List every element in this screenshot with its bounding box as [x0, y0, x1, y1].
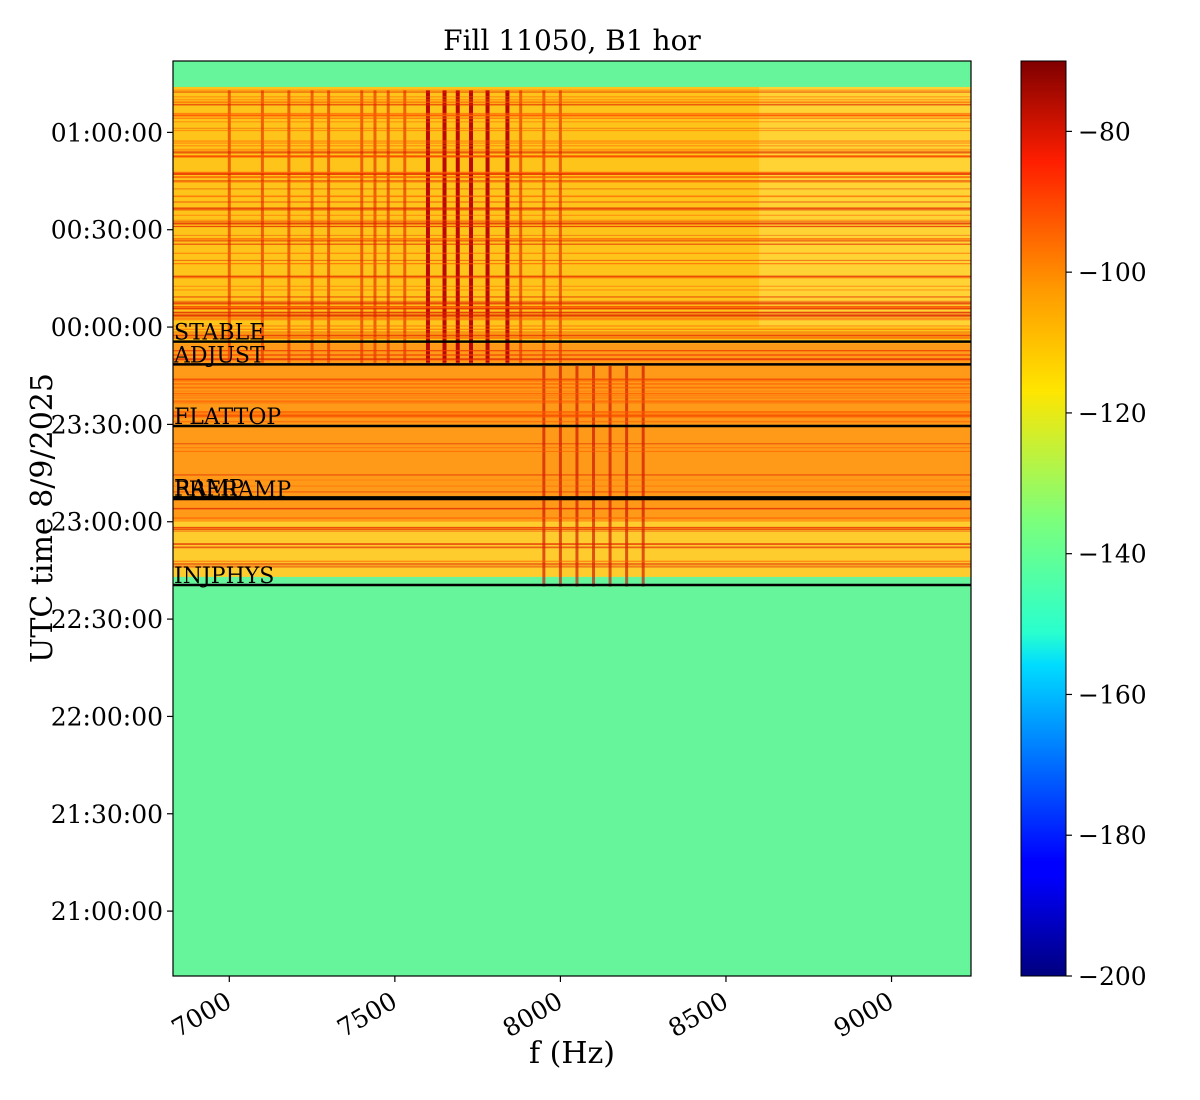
- colorbar-tick-label: −100: [1078, 258, 1147, 287]
- beam-mode-label: ADJUST: [173, 343, 265, 368]
- y-tick-label: 00:00:00: [51, 313, 163, 342]
- beam-mode-label: INJPHYS: [174, 564, 274, 589]
- band-flattop-ramp: [173, 343, 971, 522]
- beam-mode-label: FLATTOP: [174, 405, 281, 430]
- y-tick-label: 01:00:00: [51, 118, 163, 147]
- x-tick-label: 9000: [829, 986, 899, 1043]
- colorbar-tick-label: −180: [1078, 821, 1147, 850]
- y-tick-label: 00:30:00: [51, 216, 163, 245]
- x-tick-label: 7500: [332, 986, 402, 1043]
- time-bands: [173, 61, 971, 976]
- colorbar-axis: −80 −100 −120 −140 −160 −180 −200: [1066, 117, 1147, 991]
- beam-mode-label: STABLE: [174, 321, 265, 346]
- horizontal-streaks: [173, 89, 971, 568]
- chart-title: Fill 11050, B1 hor: [443, 24, 701, 57]
- y-tick-label: 22:30:00: [51, 605, 163, 634]
- colorbar-tick-label: −160: [1078, 680, 1147, 709]
- y-axis-label: UTC time 8/9/2025: [25, 373, 60, 663]
- x-axis: 7000 7500 8000 8500 9000: [167, 976, 899, 1043]
- colorbar-tick-label: −120: [1078, 399, 1147, 428]
- beam-mode-label: RAMP: [174, 476, 244, 501]
- y-tick-label: 23:00:00: [51, 508, 163, 537]
- colorbar: [1020, 60, 1067, 977]
- colorbar-tick-label: −140: [1078, 540, 1147, 569]
- colorbar-tick-label: −200: [1078, 962, 1147, 991]
- beam-mode-label: PRERAMP: [174, 478, 291, 503]
- y-tick-label: 23:30:00: [51, 410, 163, 439]
- band-injection: [173, 521, 971, 577]
- x-axis-label: f (Hz): [529, 1036, 615, 1071]
- y-tick-label: 21:00:00: [51, 897, 163, 926]
- y-axis: 01:00:00 00:30:00 00:00:00 23:30:00 23:00:00…: [51, 118, 173, 926]
- y-tick-label: 22:00:00: [51, 702, 163, 731]
- x-tick-label: 8500: [663, 986, 733, 1043]
- colorbar-tick-label: −80: [1078, 117, 1131, 146]
- x-tick-label: 7000: [167, 986, 237, 1043]
- plot-frame: [172, 60, 972, 977]
- band-bottom-low: [173, 576, 971, 976]
- x-tick-label: 8000: [498, 986, 568, 1043]
- band-top-low: [173, 61, 971, 87]
- y-tick-label: 21:30:00: [51, 800, 163, 829]
- band-high-freq-quiet: [759, 86, 971, 328]
